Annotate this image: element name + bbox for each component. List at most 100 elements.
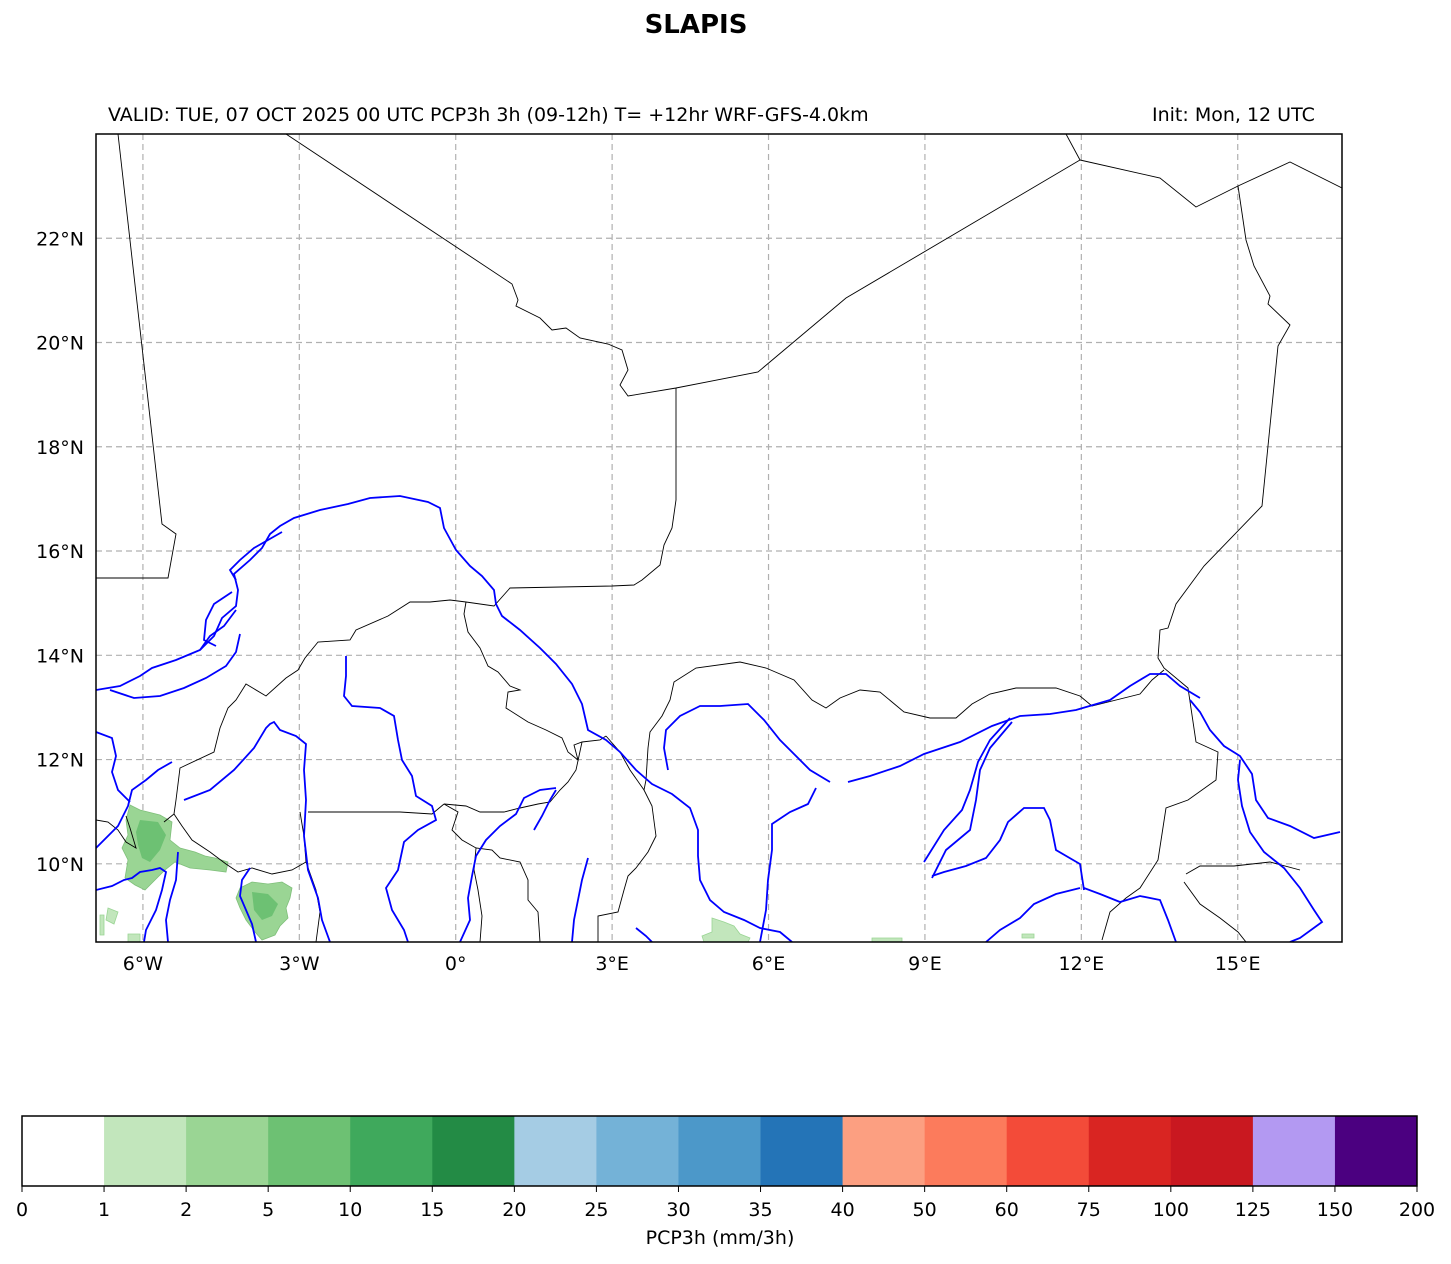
colorbar-tick-label: 1 (98, 1199, 110, 1221)
colorbar-swatch (186, 1116, 269, 1186)
colorbar-swatch (596, 1116, 679, 1186)
precip-area-ivory-core (252, 892, 278, 920)
border-niger-libya (1079, 159, 1342, 208)
river-bani (109, 633, 241, 699)
colorbar-tick-label: 0 (16, 1199, 28, 1221)
lat-tick-label: 14°N (36, 645, 84, 667)
border-nigeria-benin (443, 741, 583, 813)
river-gongola (931, 807, 1085, 891)
lon-tick-label: 6°E (752, 953, 786, 975)
colorbar-tick-label: 75 (1077, 1199, 1101, 1221)
precip-area-east (871, 933, 1035, 942)
river-volta-black (183, 720, 331, 942)
lon-tick-label: 15°E (1215, 953, 1261, 975)
lon-tick-label: 3°E (595, 953, 629, 975)
border-mauritania-mali (96, 134, 177, 579)
river-comoe (635, 927, 653, 942)
precipitation-field (99, 804, 1035, 942)
lat-tick-label: 20°N (36, 333, 84, 355)
colorbar-tick-label: 20 (502, 1199, 526, 1221)
lon-tick-label: 12°E (1058, 953, 1104, 975)
colorbar-tick-label: 150 (1317, 1199, 1353, 1221)
colorbar-tick-label: 125 (1235, 1199, 1271, 1221)
colorbar-tick-label: 40 (830, 1199, 854, 1221)
country-borders (96, 134, 1342, 942)
border-ivory-north (173, 813, 307, 875)
lon-tick-label: 6°W (123, 953, 164, 975)
river-bandama (239, 867, 257, 942)
river-oti (459, 787, 557, 942)
colorbar-swatch (350, 1116, 433, 1186)
valid-time-subtitle: VALID: TUE, 07 OCT 2025 00 UTC PCP3h 3h … (108, 104, 869, 126)
colorbar-swatch (514, 1116, 597, 1186)
colorbar-swatch (924, 1116, 1008, 1186)
lon-tick-label: 9°E (908, 953, 942, 975)
colorbar-tick-label: 35 (748, 1199, 772, 1221)
border-mali-algeria (285, 134, 1081, 397)
river-niger-inner (96, 731, 131, 803)
colorbar-tick-label: 100 (1153, 1199, 1189, 1221)
colorbar-swatch (760, 1116, 844, 1186)
river-sokoto (663, 703, 831, 783)
border-nigeria-west (597, 789, 657, 942)
colorbar-swatch (1088, 1116, 1172, 1186)
river-benue (847, 673, 1201, 783)
river-kaduna (759, 787, 817, 942)
map-gridlines (96, 134, 1342, 942)
border-mali-guinea (96, 815, 137, 849)
border-cameroon-east (1183, 861, 1301, 942)
border-burkina-niger (463, 601, 607, 762)
river-logone (1083, 887, 1177, 942)
border-niger-nigeria (605, 661, 1165, 792)
river-mono (571, 857, 589, 942)
latitude-ticks: 22°N 20°N 18°N 16°N 14°N 12°N 10°N (36, 228, 84, 876)
colorbar-tick-label: 50 (913, 1199, 937, 1221)
colorbar-tick-label: 30 (666, 1199, 690, 1221)
init-time-subtitle: Init: Mon, 12 UTC (1152, 104, 1315, 126)
border-ghana-togo (443, 803, 541, 942)
colorbar-swatch (1334, 1116, 1418, 1186)
colorbar-tick-label: 25 (584, 1199, 608, 1221)
colorbar-swatch (1170, 1116, 1254, 1186)
river-benue-branch (923, 717, 1013, 879)
colorbar-swatch (1006, 1116, 1090, 1186)
colorbar-label: PCP3h (mm/3h) (645, 1227, 795, 1249)
colorbar-tick-label: 60 (995, 1199, 1019, 1221)
lat-tick-label: 16°N (36, 541, 84, 563)
precip-area-west (121, 804, 229, 891)
river-niger (96, 495, 793, 942)
rivers (96, 495, 1341, 942)
river-cameroon (985, 887, 1081, 942)
border-niger-chad (1101, 185, 1291, 941)
colorbar-swatch (104, 1116, 187, 1186)
river-sahel-west (96, 761, 173, 849)
border-burkina-ghana (308, 803, 445, 815)
colorbar-swatch (22, 1116, 105, 1186)
colorbar-tick-label: 15 (420, 1199, 444, 1221)
river-chari-east (1189, 699, 1341, 839)
colorbar-tick-label: 2 (180, 1199, 192, 1221)
precip-area-west-tail (99, 907, 141, 942)
lat-tick-label: 10°N (36, 854, 84, 876)
lat-tick-label: 22°N (36, 228, 84, 250)
colorbar-tick-label: 10 (338, 1199, 362, 1221)
colorbar-swatch (842, 1116, 926, 1186)
lat-tick-label: 12°N (36, 750, 84, 772)
river-sassandra (96, 851, 179, 942)
colorbar: 0 1 2 5 10 15 20 25 30 35 40 50 60 75 100 125 150 200 (16, 1115, 1435, 1221)
colorbar-tick-label: 5 (262, 1199, 274, 1221)
river-chari (1237, 759, 1324, 942)
colorbar-swatch (678, 1116, 762, 1186)
colorbar-swatch (432, 1116, 515, 1186)
lon-tick-label: 0° (445, 953, 467, 975)
lat-tick-label: 18°N (36, 437, 84, 459)
precip-area-nigeria-south (701, 917, 751, 942)
colorbar-swatch (1252, 1116, 1336, 1186)
map-frame (95, 133, 1343, 943)
map-title: SLAPIS (644, 10, 748, 40)
river-volta-white (343, 656, 438, 942)
colorbar-tick-label: 200 (1399, 1199, 1435, 1221)
colorbar-frame (21, 1115, 1418, 1187)
precip-area-west-core (136, 820, 166, 862)
colorbar-swatch (268, 1116, 351, 1186)
